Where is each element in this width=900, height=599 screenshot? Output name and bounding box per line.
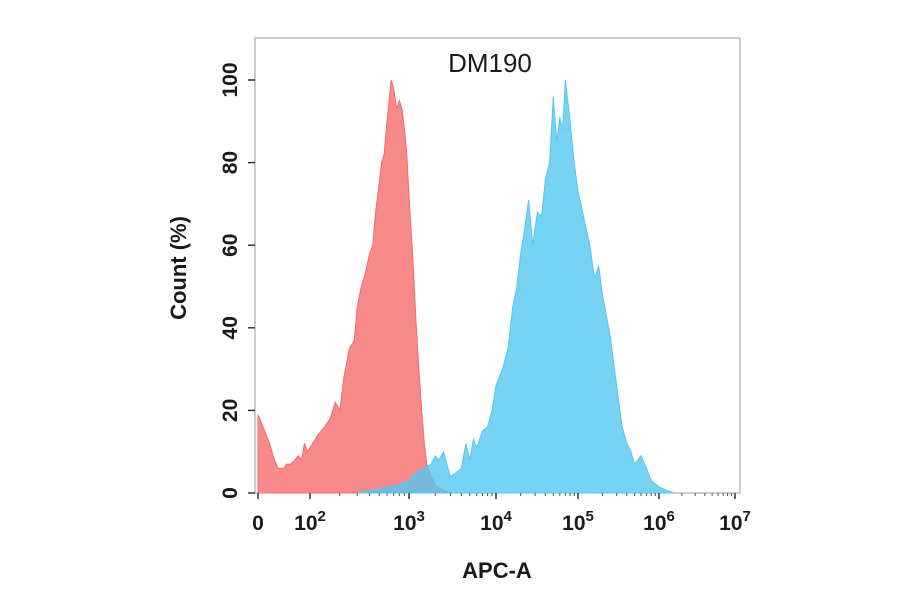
x-tick-label-6: 107 xyxy=(719,508,751,535)
x-tick-label-3: 104 xyxy=(480,508,512,535)
y-tick-label-40: 40 xyxy=(219,316,242,339)
x-tick-label-5: 106 xyxy=(643,508,675,535)
x-tick-label-0: 0 xyxy=(252,512,264,535)
histogram-series-2 xyxy=(357,79,675,494)
chart-title: DM190 xyxy=(448,48,532,78)
x-tick-label-2: 103 xyxy=(393,508,425,535)
x-tick-label-4: 105 xyxy=(562,508,594,535)
y-tick-label-20: 20 xyxy=(219,399,242,422)
histogram-series-1 xyxy=(257,79,451,494)
x-axis-label: APC-A xyxy=(462,558,532,583)
y-tick-label-60: 60 xyxy=(219,234,242,257)
y-axis-label: Count (%) xyxy=(166,216,191,320)
y-tick-label-80: 80 xyxy=(219,151,242,174)
x-tick-label-1: 102 xyxy=(294,508,326,535)
y-tick-label-0: 0 xyxy=(219,487,242,499)
y-tick-label-100: 100 xyxy=(219,62,242,97)
